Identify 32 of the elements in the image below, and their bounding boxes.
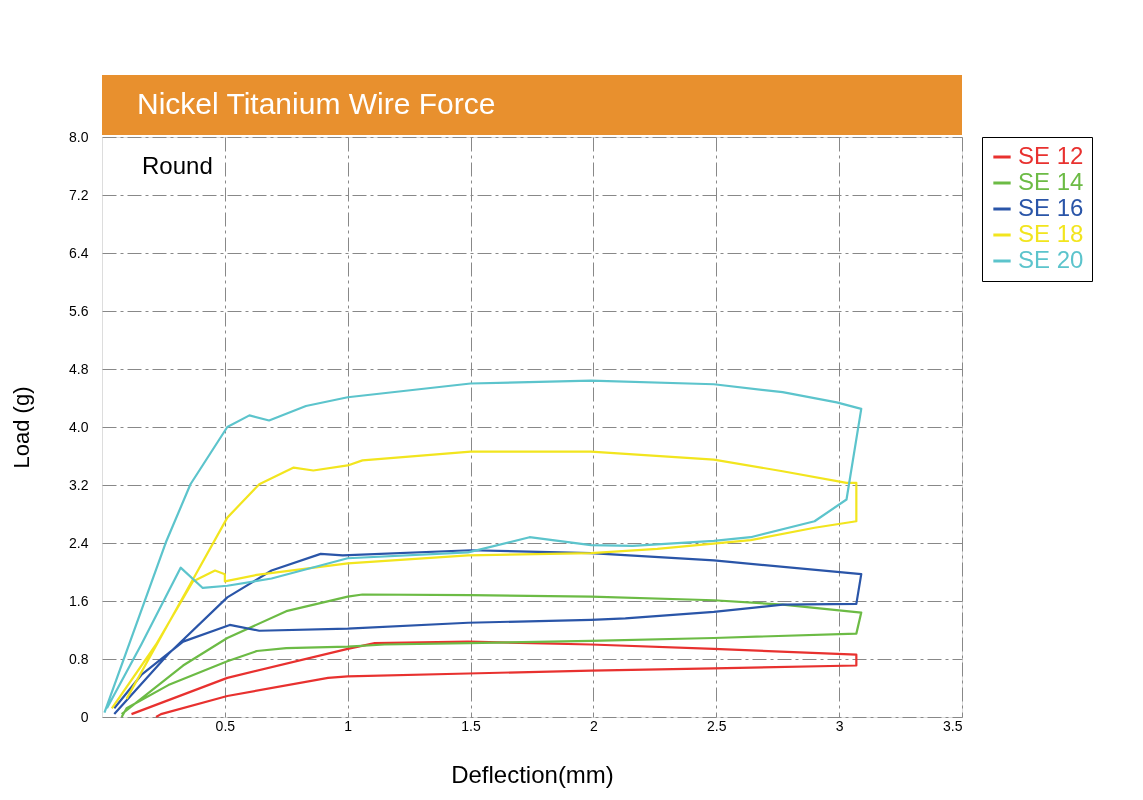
x-tick-label: 3.5	[943, 717, 963, 734]
y-tick-label: 5.6	[69, 302, 89, 319]
chart-title: Nickel Titanium Wire Force	[137, 87, 496, 120]
x-tick-label: 0.5	[215, 717, 236, 734]
x-tick-label: 1	[344, 717, 353, 734]
line-series	[103, 379, 863, 714]
y-tick-label: 2.4	[69, 534, 89, 551]
y-axis-title: Load (g)	[9, 386, 35, 469]
x-tick-label: 2	[590, 717, 599, 734]
legend-label: SE 12	[1018, 142, 1084, 169]
y-tick-label: 4.8	[69, 360, 89, 377]
y-tick-label: 1.6	[69, 592, 89, 609]
y-tick-label: 7.2	[69, 186, 89, 203]
y-tick-label: 0	[80, 708, 89, 725]
x-tick-label: 1.5	[461, 717, 482, 734]
y-tick-label: 0.8	[69, 650, 89, 667]
line-series	[110, 450, 858, 710]
x-tick-label: 3	[835, 717, 844, 734]
y-tick-label: 6.4	[69, 244, 89, 261]
line-series	[120, 593, 863, 719]
legend-label: SE 20	[1018, 246, 1084, 273]
line-series	[113, 549, 863, 716]
legend-label: SE 18	[1018, 220, 1084, 247]
y-tick-label: 4.0	[69, 418, 89, 435]
legend-label: SE 16	[1018, 194, 1084, 221]
x-tick-label: 2.5	[707, 717, 727, 734]
annotation: Round	[142, 152, 213, 179]
x-axis-title: Deflection(mm)	[451, 760, 614, 788]
y-tick-label: 8.0	[69, 128, 89, 145]
line-series	[130, 640, 858, 719]
legend-label: SE 14	[1018, 168, 1084, 195]
y-tick-label: 3.2	[69, 476, 89, 493]
